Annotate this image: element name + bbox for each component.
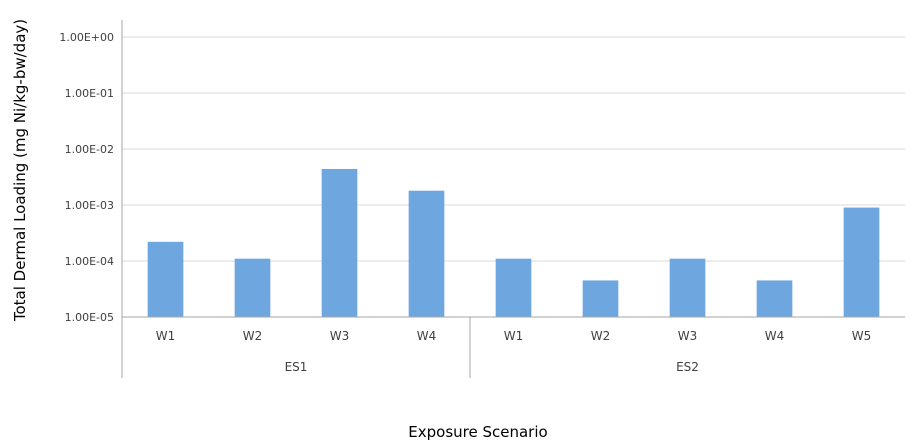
bars xyxy=(147,168,880,317)
bar-es1-w4 xyxy=(408,190,445,317)
x-category-label: W3 xyxy=(330,329,350,343)
gridlines xyxy=(122,36,905,262)
x-category-label: W4 xyxy=(417,329,437,343)
x-category-label: W1 xyxy=(504,329,524,343)
x-group-label-es1: ES1 xyxy=(285,360,308,374)
bar-es2-w1 xyxy=(495,258,532,317)
y-tick-label: 1.00E-02 xyxy=(65,143,114,156)
x-category-labels: W1 W2 W3 W4 W1 W2 W3 W4 W5 xyxy=(156,329,872,343)
bar-es1-w2 xyxy=(234,258,271,317)
y-axis-title: Total Dermal Loading (mg Ni/kg-bw/day) xyxy=(11,19,29,322)
bar-es1-w3 xyxy=(321,168,358,317)
bar-es2-w5 xyxy=(843,207,880,317)
x-axis-title: Exposure Scenario xyxy=(408,423,547,441)
x-category-label: W2 xyxy=(591,329,611,343)
y-tick-label: 1.00E-01 xyxy=(65,87,114,100)
axes xyxy=(121,20,905,378)
x-category-label: W4 xyxy=(765,329,785,343)
y-tick-label: 1.00E-04 xyxy=(65,255,114,268)
x-category-label: W3 xyxy=(678,329,698,343)
y-tick-label: 1.00E-05 xyxy=(65,311,114,324)
x-category-label: W5 xyxy=(852,329,872,343)
x-category-label: W1 xyxy=(156,329,176,343)
x-group-labels: ES1 ES2 xyxy=(285,360,699,374)
bar-es2-w2 xyxy=(582,280,619,317)
y-tick-label: 1.00E-03 xyxy=(65,199,114,212)
bar-es2-w3 xyxy=(669,258,706,317)
x-group-label-es2: ES2 xyxy=(676,360,699,374)
x-category-label: W2 xyxy=(243,329,263,343)
bar-es2-w4 xyxy=(756,280,793,317)
y-tick-label: 1.00E+00 xyxy=(59,31,114,44)
bar-es1-w1 xyxy=(147,241,184,317)
y-tick-labels: 1.00E-05 1.00E-04 1.00E-03 1.00E-02 1.00E-01… xyxy=(59,31,114,324)
